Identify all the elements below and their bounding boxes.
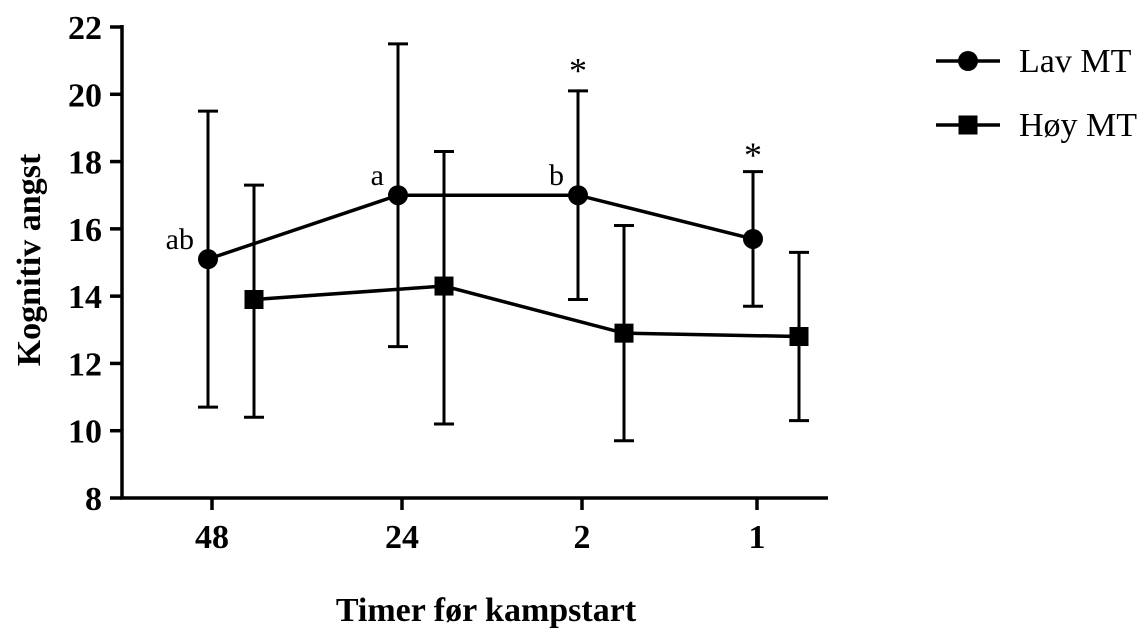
series-markers [198,185,809,347]
point-label: b [549,159,564,192]
y-tick-label: 20 [68,77,102,114]
significance-marker: * [744,135,762,175]
legend-label: Høy MT [1019,107,1137,144]
data-point [789,327,809,347]
x-tick-label: 24 [385,519,419,556]
legend-marker [958,115,978,135]
error-bars [198,42,809,443]
y-tick-label: 18 [68,145,102,182]
data-point [244,290,264,310]
y-axis-title: Kognitiv angst [11,153,48,366]
legend: Lav MT Høy MT [936,43,1137,144]
series-line [207,193,754,261]
point-label: ab [166,223,194,256]
y-tick-label: 16 [68,212,102,249]
y-tick-label: 22 [68,10,102,47]
y-tick-label: 10 [68,414,102,451]
point-label: a [371,159,384,192]
data-point [388,185,408,206]
axes: 8 10 12 14 16 18 20 22 48 24 2 1 [68,10,828,556]
series-line [253,284,800,339]
x-tick-label: 1 [749,519,766,556]
y-tick-label: 8 [85,481,102,518]
data-point [434,276,454,296]
data-point [743,228,763,249]
x-axis-title: Timer før kampstart [336,592,637,628]
x-tick-label: 2 [574,519,591,556]
x-tick-label: 48 [195,519,229,556]
legend-marker [958,51,978,71]
series-lines [207,193,800,339]
legend-label: Lav MT [1019,43,1132,80]
annotations: aba b** [166,51,762,256]
data-point [198,249,218,270]
significance-marker: * [569,51,587,91]
data-point [614,323,634,343]
y-tick-label: 14 [68,279,102,316]
y-tick-label: 12 [68,346,102,383]
data-point [568,185,588,206]
